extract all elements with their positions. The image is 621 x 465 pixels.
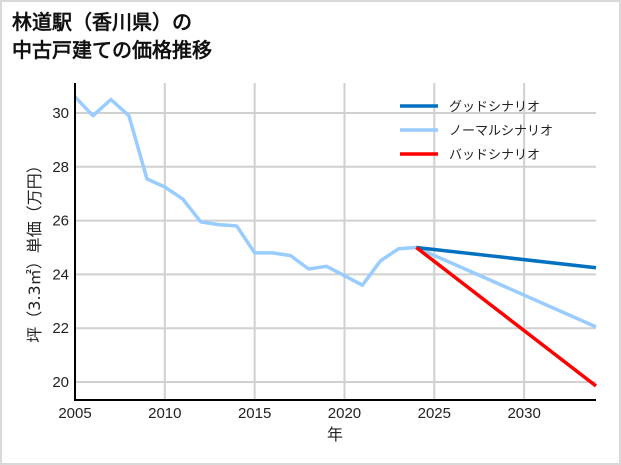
x-axis-label: 年 [327, 425, 343, 444]
chart-title-line1: 林道駅（香川県）の [12, 10, 192, 34]
gridlines [75, 83, 596, 400]
x-tick-label: 2005 [58, 405, 91, 422]
chart-title: 林道駅（香川県）の 中古戸建ての価格推移 [12, 8, 212, 64]
x-tick-label: 2010 [148, 405, 181, 422]
x-tick-label: 2015 [238, 405, 271, 422]
y-tick-label: 30 [52, 105, 69, 122]
chart-title-line2: 中古戸建ての価格推移 [12, 38, 212, 62]
legend-label: ノーマルシナリオ [449, 124, 553, 139]
y-axis-label: 坪（3.3㎡）単価（万円） [25, 157, 44, 342]
series-lines [73, 95, 598, 388]
series-line [416, 245, 597, 270]
legend-label: グッドシナリオ [449, 100, 540, 115]
legend-label: バッドシナリオ [449, 148, 540, 163]
series-line [415, 246, 598, 388]
y-tick-label: 24 [52, 266, 69, 283]
y-tick-label: 28 [52, 159, 69, 176]
x-tick-label: 2030 [507, 405, 540, 422]
tick-labels: 2005 2010 2015 2020 2025 2030 20 22 24 26 28 30 [52, 105, 541, 422]
x-tick-label: 2025 [418, 405, 451, 422]
series-line [73, 95, 597, 329]
x-tick-label: 2020 [328, 405, 361, 422]
y-tick-label: 26 [52, 213, 69, 230]
y-tick-label: 20 [52, 374, 69, 391]
y-tick-label: 22 [52, 320, 69, 337]
axes [74, 83, 596, 401]
